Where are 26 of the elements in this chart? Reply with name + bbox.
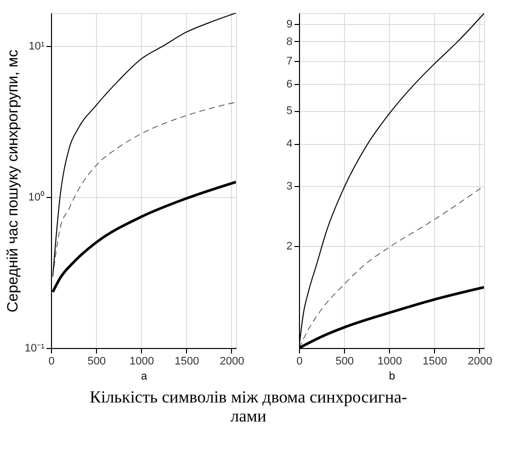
- x-tick-label: 1500: [174, 356, 200, 368]
- y-tick-label: 10⁻¹: [24, 342, 45, 354]
- y-tick-label: 5: [286, 105, 292, 118]
- x-tick-label: 1000: [130, 356, 154, 368]
- x-axis-title: b: [388, 370, 396, 382]
- y-axis-title: Середній час пошуку синхрогрупи, мс: [4, 49, 22, 312]
- y-tick-label: 10¹: [28, 40, 45, 53]
- x-tick-label: 1000: [378, 356, 402, 368]
- y-tick-label: 3: [286, 180, 292, 193]
- y-tick-label: 6: [286, 78, 292, 90]
- x-tick-label: 500: [335, 356, 354, 368]
- x-axis-title: a: [140, 370, 148, 382]
- x-tick-label: 2000: [468, 356, 492, 368]
- x-tick-label: 0: [48, 356, 55, 368]
- line-series: [52, 102, 236, 278]
- y-tick-label: 2: [286, 240, 292, 252]
- x-tick-label: 500: [87, 356, 106, 368]
- x-tick-label: 1500: [422, 356, 448, 368]
- y-tick-label: 8: [286, 36, 292, 48]
- y-tick-label: 10⁰: [28, 190, 44, 204]
- text: Кількість символів між двома синхросигна- лами: [90, 388, 408, 426]
- y-tick-label: 4: [286, 138, 292, 150]
- x-tick-label: 0: [296, 356, 303, 368]
- y-tick-label: 7: [286, 56, 292, 68]
- x-tick-label: 2000: [220, 356, 244, 368]
- y-tick-label: 9: [286, 18, 292, 31]
